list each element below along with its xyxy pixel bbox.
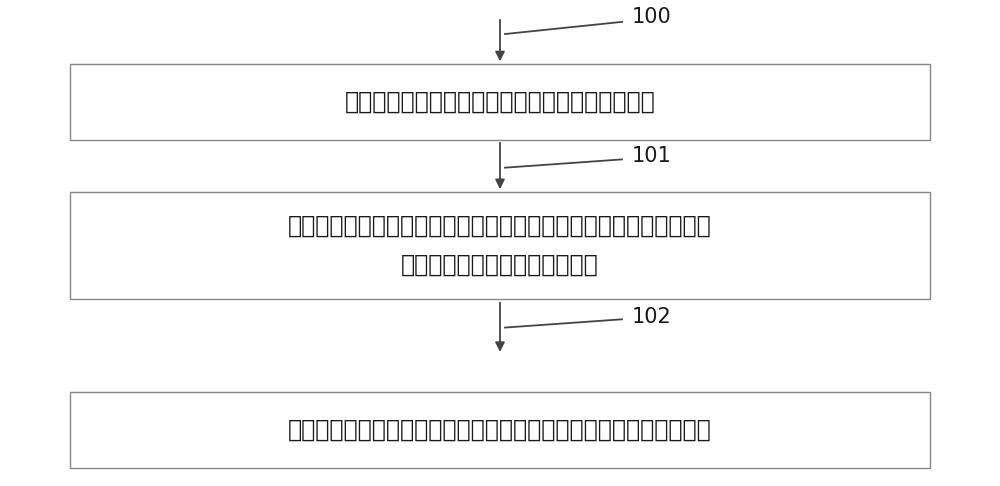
Text: 101: 101 xyxy=(632,146,672,167)
Text: 100: 100 xyxy=(632,7,672,27)
Text: 将井筒沿管柱径向划分为两个或两个以上组成部分: 将井筒沿管柱径向划分为两个或两个以上组成部分 xyxy=(345,90,655,114)
Bar xyxy=(70,64,930,140)
Text: 根据钻井状态参数，分别获得计算在钻进和不钻进过程中各组成部分
的瞬态传热信息的传热微分方程: 根据钻井状态参数，分别获得计算在钻进和不钻进过程中各组成部分 的瞬态传热信息的传… xyxy=(288,214,712,277)
Bar xyxy=(70,192,930,299)
Text: 102: 102 xyxy=(632,307,672,327)
Bar xyxy=(70,393,930,468)
Text: 对传热微分方程进行离散和数值迭代处理，获得井筒的瞬态温度分布: 对传热微分方程进行离散和数值迭代处理，获得井筒的瞬态温度分布 xyxy=(288,418,712,442)
